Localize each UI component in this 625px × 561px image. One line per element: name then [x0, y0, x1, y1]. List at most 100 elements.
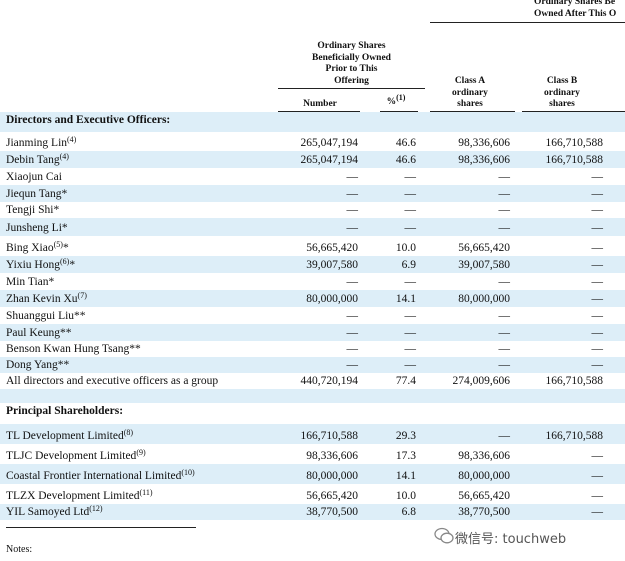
name: Shuanggui Liu [6, 310, 75, 322]
row-name: Debin Tang(4) [6, 153, 69, 167]
number-cell: — [346, 204, 359, 216]
marker: ** [57, 359, 70, 371]
footnote-ref: (4) [59, 152, 69, 161]
percent-cell: — [404, 188, 417, 200]
footnote-ref: (12) [89, 504, 103, 513]
name: Coastal Frontier International Limited [6, 470, 182, 482]
row-band [0, 151, 625, 168]
class-a-cell: — [498, 343, 511, 355]
percent-cell: 10.0 [395, 242, 416, 254]
number-cell: — [346, 188, 359, 200]
name: TLJC Development Limited [6, 450, 137, 462]
percent-note: (1) [396, 93, 406, 102]
class-b-cell: — [591, 450, 604, 462]
marker: ** [59, 327, 72, 339]
row-name: Junsheng Li* [6, 221, 68, 235]
name: TL Development Limited [6, 430, 124, 442]
marker: ** [129, 343, 141, 355]
class-b-cell: — [591, 506, 604, 518]
number-cell: 56,665,420 [306, 490, 358, 502]
row-name: Jiequn Tang* [6, 187, 67, 201]
percent-cell: 46.6 [395, 154, 416, 166]
percent-cell: 10.0 [395, 490, 416, 502]
class-b-cell: — [591, 276, 604, 288]
footnote-ref: (8) [123, 428, 134, 437]
row-band [0, 218, 625, 236]
percent-cell: — [404, 222, 417, 234]
row-band [0, 504, 625, 520]
percent-cell: 6.8 [401, 506, 416, 518]
number-cell: 38,770,500 [306, 506, 358, 518]
row-name: Yixiu Hong(6)* [6, 258, 75, 272]
row-band [0, 185, 625, 202]
class-a-cell: — [498, 222, 511, 234]
number-cell: 265,047,194 [300, 137, 359, 149]
class-b-cell: — [591, 343, 604, 355]
row-name: Dong Yang** [6, 358, 69, 372]
marker: * [61, 222, 68, 234]
header-rule [522, 111, 625, 112]
class-b-cell: — [591, 470, 604, 482]
prior-group-header: Ordinary Shares Beneficially Owned Prior t… [278, 41, 425, 87]
class-b-cell: — [591, 171, 604, 183]
percent-cell: — [404, 343, 417, 355]
header-rule [430, 22, 625, 23]
class-a-cell: — [498, 430, 511, 442]
class-b-cell: — [591, 490, 604, 502]
row-band [0, 464, 625, 484]
number-cell: 80,000,000 [306, 293, 358, 305]
header-line: Owned After This O [534, 8, 617, 19]
name: TLZX Development Limited [6, 490, 140, 502]
percent-cell: — [404, 204, 417, 216]
marker: * [62, 242, 69, 254]
row-name: All directors and executive officers as … [6, 374, 218, 388]
header-rule [380, 111, 418, 112]
header-line: Prior to This [325, 64, 378, 74]
row-band [0, 389, 625, 403]
class-b-cell: — [591, 293, 604, 305]
class-a-cell: — [498, 327, 511, 339]
marker: ** [74, 310, 86, 322]
percent-header: %(1) [378, 94, 414, 109]
percent-cell: 17.3 [395, 450, 416, 462]
footnote-ref: (11) [139, 488, 153, 497]
row-name: TLZX Development Limited(11) [6, 489, 153, 503]
class-a-cell: — [498, 188, 511, 200]
number-cell: — [346, 276, 359, 288]
number-cell: 440,720,194 [300, 375, 359, 387]
header-line: Offering [334, 75, 369, 86]
class-a-cell: 56,665,420 [458, 242, 510, 254]
footnote-ref: (4) [67, 135, 77, 144]
name: All directors and executive officers as … [6, 375, 219, 387]
section-title: Principal Shareholders: [6, 405, 124, 417]
number-cell: 166,710,588 [300, 430, 359, 442]
row-name: Tengji Shi* [6, 203, 59, 217]
name: Debin Tang [6, 154, 60, 166]
row-band [0, 424, 625, 444]
percent-cell: 14.1 [395, 470, 416, 482]
row-band [0, 256, 625, 273]
row-name: Min Tian* [6, 275, 54, 289]
row-name: Jianming Lin(4) [6, 136, 76, 150]
row-name: Xiaojun Cai [6, 170, 62, 184]
class-a-cell: 98,336,606 [458, 137, 510, 149]
marker: * [48, 276, 55, 288]
name: YIL Samoyed Ltd [6, 506, 90, 518]
footnote-ref: (9) [136, 448, 146, 457]
class-b-cell: 166,710,588 [545, 430, 604, 442]
notes-label: Notes: [6, 544, 33, 555]
row-band [0, 357, 625, 373]
footnote-ref: (5) [53, 240, 63, 249]
percent-cell: — [404, 359, 417, 371]
number-cell: — [346, 171, 359, 183]
row-name: YIL Samoyed Ltd(12) [6, 505, 103, 519]
number-cell: 265,047,194 [300, 154, 359, 166]
name: Xiaojun Cai [6, 171, 62, 183]
marker: * [61, 188, 68, 200]
number-cell: — [346, 310, 359, 322]
name: Paul Keung [6, 327, 60, 339]
row-name: Benson Kwan Hung Tsang** [6, 342, 141, 356]
header-line: Class B [546, 76, 578, 86]
